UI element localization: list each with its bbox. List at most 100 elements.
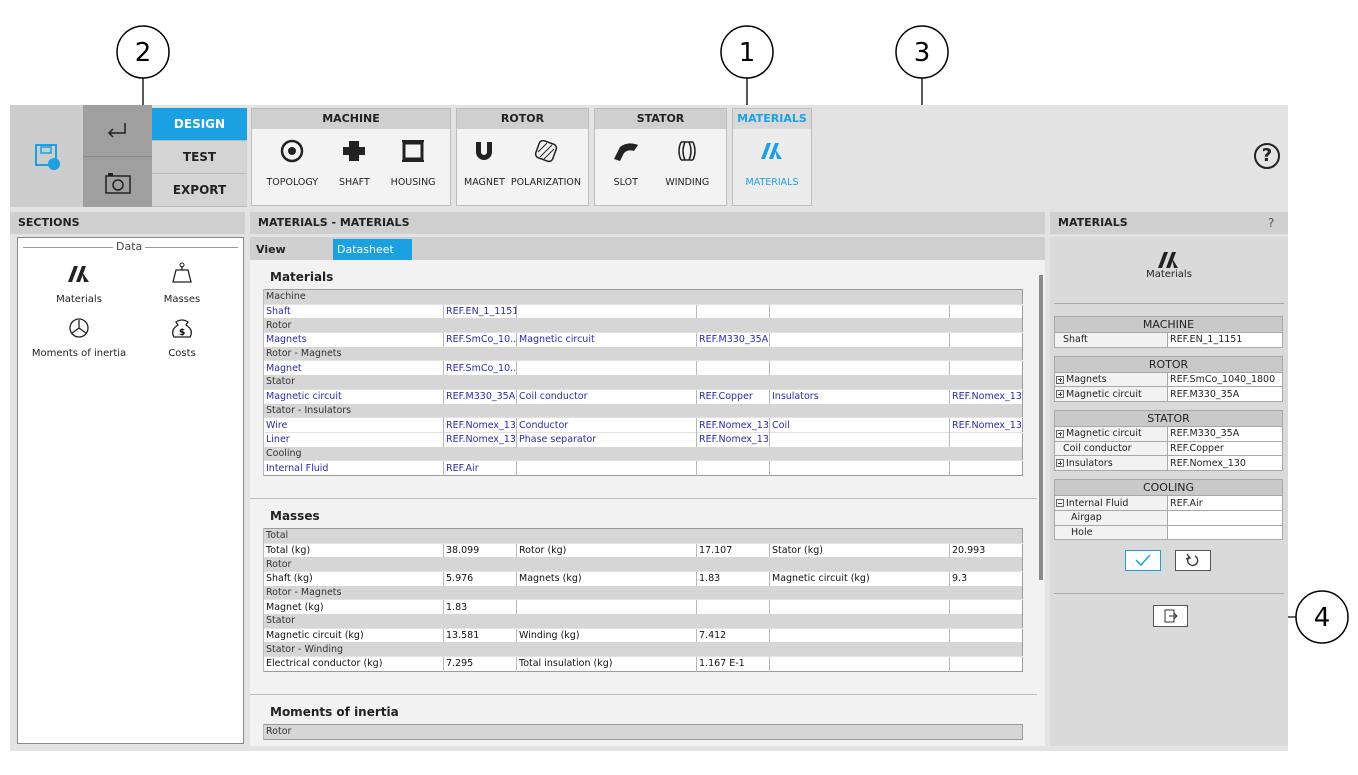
ribbon-items: SLOT WINDING [595, 129, 726, 188]
view-tab[interactable]: View [256, 243, 286, 256]
undo-button[interactable] [83, 105, 152, 156]
mode-tab[interactable]: TEST [152, 141, 247, 174]
ribbon-item-label: MATERIALS [745, 177, 799, 188]
ribbon-item[interactable]: POLARIZATION [511, 139, 581, 188]
cell: 1.83 [443, 599, 517, 615]
expand-toggle[interactable] [1056, 390, 1064, 399]
property-name: Magnetic circuit [1054, 386, 1168, 403]
cell: Magnetic circuit [516, 332, 697, 347]
panel-help[interactable]: ? [1268, 216, 1275, 230]
ribbon-items: TOPOLOGY SHAFT HOUSING [252, 129, 450, 188]
panel-title-row: STATOR [1053, 410, 1284, 428]
apply-button[interactable] [1125, 550, 1161, 571]
cell [948, 360, 1023, 376]
ribbon-item[interactable]: MAGNET [464, 139, 505, 188]
save-icon [35, 144, 60, 170]
export-button[interactable] [1153, 605, 1188, 627]
cell [769, 332, 950, 347]
property-value: REF.M330_35A [1166, 386, 1284, 403]
panel-table: MACHINE Shaft REF.EN_1_1151 [1053, 316, 1284, 348]
scrollbar[interactable] [1037, 260, 1045, 746]
view-tab[interactable]: Datasheet [333, 239, 412, 260]
section-icon: $ [172, 319, 192, 338]
cell [769, 627, 950, 643]
property-name: Coil conductor [1054, 440, 1168, 457]
section-row: Stator - Insulators [262, 403, 1023, 418]
cell: Magnetic circuit (kg) [769, 570, 950, 586]
view-tabs: View Datasheet [250, 237, 1045, 260]
data-row: Internal Fluid REF.Air [263, 460, 1023, 476]
cell: 7.295 [443, 656, 517, 672]
cell [949, 656, 1023, 672]
section-row: Machine [262, 289, 1023, 305]
ribbon-icon [476, 142, 493, 160]
cell: REF.Copper [696, 388, 770, 404]
cell: 1.83 [696, 570, 770, 586]
ribbon-item[interactable]: WINDING [665, 139, 709, 188]
cell: Shaft [263, 303, 444, 319]
save-area[interactable] [10, 105, 83, 207]
cell: 7.412 [696, 627, 770, 643]
help-button[interactable]: ? [1254, 143, 1280, 169]
section-icon [69, 318, 89, 338]
callout-number: 3 [914, 38, 931, 68]
cell: REF.M330_35A [443, 388, 517, 404]
cell [948, 431, 1023, 447]
ribbon-item[interactable]: HOUSING [391, 139, 436, 188]
expand-toggle[interactable] [1056, 499, 1064, 508]
section-item[interactable]: Masses [122, 262, 242, 305]
scroll-thumb[interactable] [1039, 275, 1043, 580]
section-row: Total [263, 528, 1023, 544]
data-row: Liner REF.Nomex_130 Phase separator REF.Nom… [263, 431, 1023, 447]
ribbon-items: MAGNET POLARIZATION [457, 129, 588, 188]
section-cell: Rotor [262, 318, 1023, 333]
cell [516, 303, 697, 319]
section-item[interactable]: Materials [19, 262, 139, 305]
mode-tab[interactable]: EXPORT [152, 174, 247, 207]
section-item[interactable]: $ Costs [122, 316, 242, 359]
toggle-bar [1059, 377, 1061, 382]
cell [769, 656, 950, 672]
cell [696, 599, 770, 615]
ribbon-item[interactable]: SLOT [612, 139, 640, 188]
section-item[interactable]: Moments of inertia [19, 316, 139, 359]
section-row: Rotor - Magnets [262, 346, 1023, 361]
panel-row: Magnets REF.SmCo_1040_1800 [1054, 371, 1284, 388]
cell [769, 460, 950, 476]
toggle-bar [1059, 461, 1061, 466]
section-label: Moments of inertia [31, 348, 127, 359]
ribbon-item-label: POLARIZATION [510, 177, 581, 188]
cell: REF.EN_1_1151 [443, 303, 517, 319]
data-row: Magnetic circuit (kg) 13.581 Winding (kg) 7… [263, 627, 1023, 643]
expand-toggle[interactable] [1056, 375, 1064, 384]
cell: REF.Nomex_130 [948, 388, 1023, 404]
snapshot-button[interactable] [83, 156, 152, 207]
section-cell: Machine [262, 289, 1023, 305]
properties-panel: Materials MACHINE Shaft REF.EN_1_1151 ROTOR… [1050, 237, 1288, 746]
section-row: Stator [262, 375, 1023, 390]
cell: 1.167 E-1 [696, 656, 770, 672]
ribbon-item-label: WINDING [665, 177, 710, 188]
ribbon-item-label: MAGNET [464, 177, 505, 188]
reset-button[interactable] [1175, 550, 1211, 571]
section-cell: Rotor [263, 557, 1023, 572]
expand-toggle[interactable] [1056, 429, 1064, 438]
panel-table: ROTOR Magnets REF.SmCo_1040_1800 Magnetic c… [1053, 355, 1284, 403]
camera-icon [105, 173, 131, 194]
panel-row: Airgap [1054, 509, 1283, 526]
ribbon-item[interactable]: MATERIALS [746, 139, 799, 188]
cell: Conductor [516, 417, 697, 433]
mode-tab[interactable]: DESIGN [152, 108, 247, 141]
property-label: Insulators [1066, 457, 1113, 469]
property-name: Internal Fluid [1054, 495, 1168, 511]
panel-row: Insulators REF.Nomex_130 [1054, 455, 1284, 472]
section-cell: Total [263, 528, 1023, 544]
ribbon-item[interactable]: TOPOLOGY [266, 139, 318, 188]
section-label: Masses [163, 294, 201, 305]
expand-toggle[interactable] [1056, 459, 1064, 468]
section-cell: Cooling [262, 446, 1023, 461]
ribbon-item[interactable]: SHAFT [339, 139, 370, 188]
ribbon-item-label: HOUSING [390, 177, 436, 188]
section-icon [172, 262, 192, 283]
